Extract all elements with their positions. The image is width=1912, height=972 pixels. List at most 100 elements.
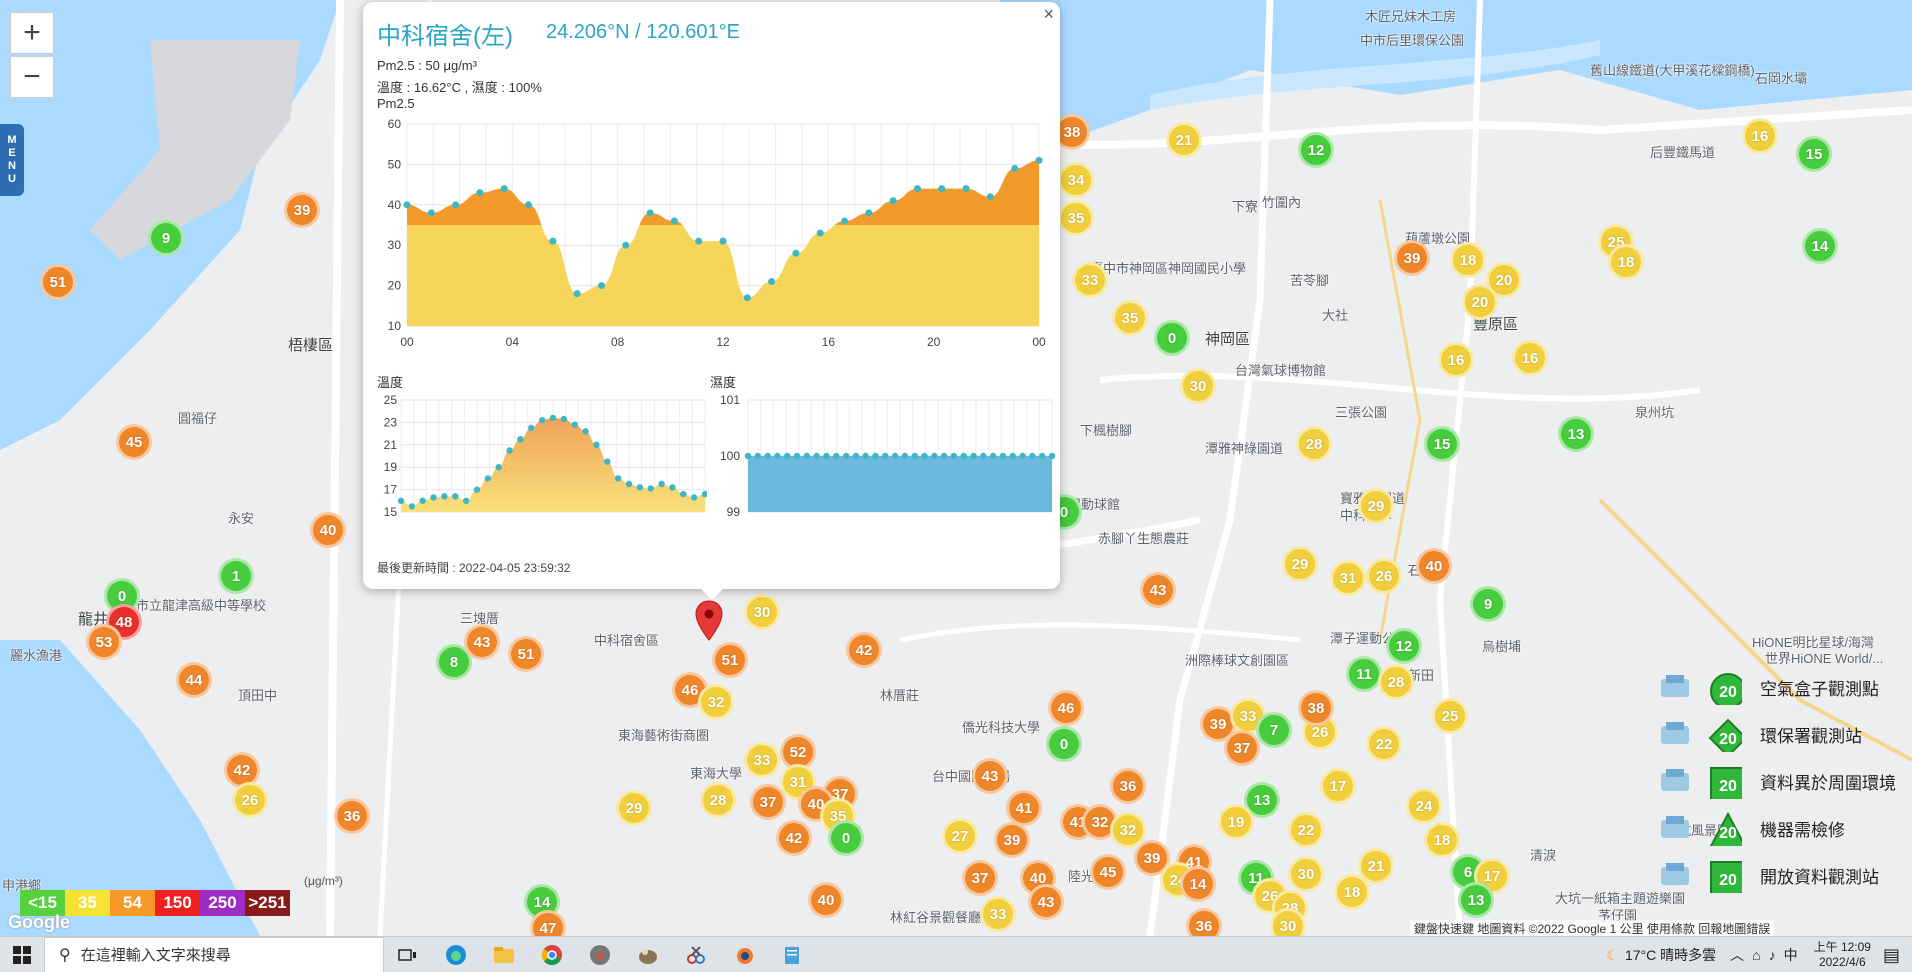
sensor-marker[interactable]: 39 [1394,240,1430,276]
sensor-marker[interactable]: 38 [1298,690,1334,726]
close-popup-button[interactable]: × [1043,4,1054,24]
sensor-marker[interactable]: 33 [980,896,1016,932]
sensor-marker[interactable]: 30 [1270,908,1306,936]
ime-indicator[interactable]: 中 [1783,947,1798,963]
sensor-marker[interactable]: 7 [1256,712,1292,748]
sensor-marker[interactable]: 1 [218,558,254,594]
sensor-marker[interactable]: 9 [148,220,184,256]
sensor-marker[interactable]: 34 [1058,162,1094,198]
start-button[interactable] [0,937,44,972]
sensor-marker[interactable]: 17 [1320,768,1356,804]
map-attribution[interactable]: 鍵盤快速鍵 地圖資料 ©2022 Google 1 公里 使用條款 回報地圖錯誤 [1410,920,1775,936]
sensor-marker[interactable]: 26 [1366,558,1402,594]
sensor-marker[interactable]: 27 [942,818,978,854]
sensor-marker[interactable]: 20 [1462,284,1498,320]
chrome-icon[interactable] [528,937,576,972]
sensor-marker[interactable]: 51 [40,264,76,300]
sensor-marker[interactable]: 31 [1330,560,1366,596]
sensor-marker[interactable]: 0 [1046,726,1082,762]
chevron-up-icon[interactable]: ︿ [1730,947,1745,963]
clock[interactable]: 上午 12:09 2022/4/6 [1814,940,1871,970]
map-canvas[interactable]: 梧棲區 神岡區 豐原區 龍井 圓福仔 永安 三塊厝 頂田中 台中市立龍津高級中等學校 麗水漁港 東海… [0,0,1912,936]
sensor-marker[interactable]: 39 [994,822,1030,858]
sensor-marker[interactable]: 53 [86,624,122,660]
sensor-marker[interactable]: 18 [1424,822,1460,858]
sensor-marker[interactable]: 18 [1334,874,1370,910]
sensor-marker[interactable]: 51 [712,642,748,678]
edge-icon[interactable] [432,937,480,972]
notification-icon[interactable]: ▤ [1882,944,1900,965]
sensor-marker[interactable]: 31 [780,764,816,800]
sensor-marker[interactable]: 43 [972,758,1008,794]
sensor-marker[interactable]: 22 [1366,726,1402,762]
file-explorer-icon[interactable] [480,937,528,972]
sensor-marker[interactable]: 33 [1072,262,1108,298]
sensor-marker[interactable]: 37 [962,860,998,896]
snipping-tool-icon[interactable] [672,937,720,972]
sensor-marker[interactable]: 32 [698,684,734,720]
volume-icon[interactable]: ♪ [1768,947,1776,963]
sensor-marker[interactable]: 18 [1450,242,1486,278]
sensor-marker[interactable]: 29 [1282,546,1318,582]
sensor-marker[interactable]: 30 [1288,856,1324,892]
sensor-marker[interactable]: 30 [744,594,780,630]
sensor-marker[interactable]: 40 [1416,548,1452,584]
notepad-icon[interactable] [768,937,816,972]
sensor-marker[interactable]: 29 [616,790,652,826]
sensor-marker[interactable]: 37 [750,784,786,820]
sensor-marker[interactable]: 36 [334,798,370,834]
sensor-marker[interactable]: 47 [530,910,566,936]
sensor-marker[interactable]: 0 [828,820,864,856]
zoom-in-button[interactable]: + [10,12,54,54]
sensor-marker[interactable]: 45 [116,424,152,460]
sensor-marker[interactable]: 28 [1296,426,1332,462]
sensor-marker[interactable]: 22 [1288,812,1324,848]
sensor-marker[interactable]: 37 [1224,730,1260,766]
sensor-marker[interactable]: 51 [508,636,544,672]
sensor-marker[interactable]: 12 [1386,628,1422,664]
sensor-marker[interactable]: 24 [1406,788,1442,824]
sensor-marker[interactable]: 26 [232,782,268,818]
sensor-marker[interactable]: 25 [1432,698,1468,734]
sensor-marker[interactable]: 9 [1470,586,1506,622]
sensor-marker[interactable]: 11 [1346,656,1382,692]
sensor-marker[interactable]: 36 [1186,908,1222,936]
sensor-marker[interactable]: 29 [1358,488,1394,524]
sensor-marker[interactable]: 35 [1112,300,1148,336]
sensor-marker[interactable]: 40 [808,882,844,918]
gimp-icon[interactable] [624,937,672,972]
sensor-marker[interactable]: 15 [1796,136,1832,172]
sensor-marker[interactable]: 43 [464,624,500,660]
sensor-marker[interactable]: 43 [1028,884,1064,920]
sensor-marker[interactable]: 16 [1512,340,1548,376]
sensor-marker[interactable]: 41 [1006,790,1042,826]
sensor-marker[interactable]: 28 [700,782,736,818]
sensor-marker[interactable]: 30 [1180,368,1216,404]
sensor-marker[interactable]: 19 [1218,804,1254,840]
sensor-marker[interactable]: 15 [1424,426,1460,462]
sensor-marker[interactable]: 12 [1298,132,1334,168]
sensor-marker[interactable]: 20 [1486,262,1522,298]
sensor-marker[interactable]: 16 [1742,118,1778,154]
network-icon[interactable]: ⌂ [1752,947,1761,963]
sensor-marker[interactable]: 21 [1166,122,1202,158]
sensor-marker[interactable]: 36 [1110,768,1146,804]
weather-text[interactable]: 17°C 晴時多雲 [1624,947,1717,963]
blender-icon[interactable] [720,937,768,972]
sensor-marker[interactable]: 40 [310,512,346,548]
sensor-marker[interactable]: 13 [1558,416,1594,452]
sensor-marker[interactable]: 18 [1608,244,1644,280]
sensor-marker[interactable]: 44 [176,662,212,698]
taskbar-search-box[interactable]: ⚲ 在這裡輸入文字來搜尋 [44,936,384,972]
sensor-marker[interactable]: 42 [776,820,812,856]
sensor-marker[interactable]: 46 [1048,690,1084,726]
sensor-marker[interactable]: 45 [1090,854,1126,890]
sensor-marker[interactable]: 14 [1802,228,1838,264]
sensor-marker[interactable]: 39 [284,192,320,228]
sensor-marker[interactable]: 14 [1180,866,1216,902]
sensor-marker[interactable]: 28 [1378,664,1414,700]
compass-app-icon[interactable] [576,937,624,972]
sensor-marker[interactable]: 35 [1058,200,1094,236]
sensor-marker[interactable]: 33 [744,742,780,778]
